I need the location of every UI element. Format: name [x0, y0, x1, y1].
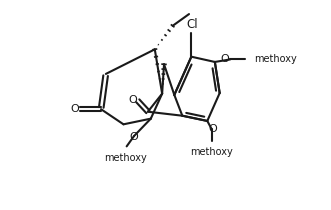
- Text: O: O: [130, 132, 139, 142]
- Text: methoxy: methoxy: [190, 147, 233, 157]
- Text: O: O: [208, 124, 217, 134]
- Text: O: O: [128, 95, 137, 105]
- Text: methoxy: methoxy: [254, 54, 297, 64]
- Text: Cl: Cl: [186, 18, 198, 32]
- Text: O: O: [71, 104, 79, 114]
- Text: methoxy: methoxy: [104, 153, 147, 163]
- Text: O: O: [221, 54, 230, 64]
